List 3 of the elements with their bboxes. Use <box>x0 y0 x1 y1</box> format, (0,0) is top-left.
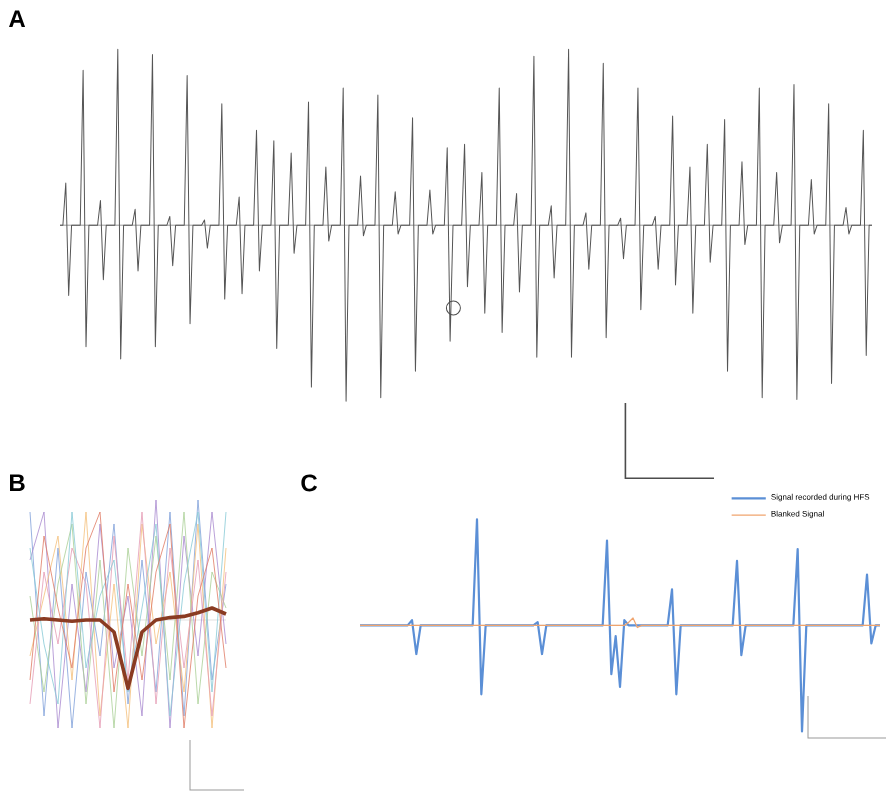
chart-title: C <box>301 474 318 492</box>
chart-title: B <box>10 474 25 491</box>
chart-title: A <box>9 10 26 27</box>
